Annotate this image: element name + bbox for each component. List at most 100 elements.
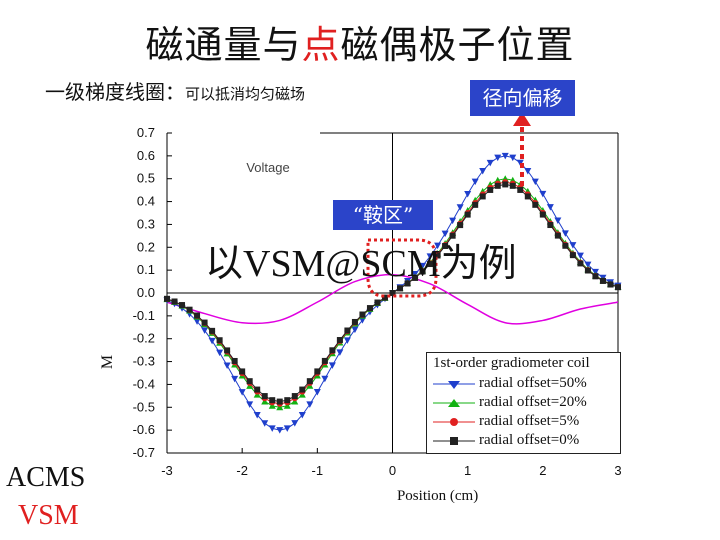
- series-point: [201, 327, 209, 334]
- series-point: [381, 294, 388, 301]
- reference-curve: [166, 273, 619, 325]
- series-point: [487, 186, 494, 193]
- series-point: [577, 260, 584, 267]
- series-point: [509, 154, 517, 162]
- series-point: [374, 299, 381, 306]
- series-point: [344, 327, 351, 334]
- series-point: [193, 318, 201, 325]
- series-point: [472, 201, 479, 208]
- series-point: [171, 298, 178, 305]
- series-point: [276, 398, 283, 405]
- series-point: [546, 204, 554, 211]
- series-point: [464, 211, 471, 218]
- background-voltage-text: Voltage: [246, 160, 289, 175]
- series-point: [276, 427, 284, 434]
- series-point: [201, 319, 208, 326]
- series-point: [336, 337, 343, 344]
- series-point: [449, 232, 456, 239]
- series-point: [554, 217, 562, 224]
- series-point: [283, 425, 291, 432]
- series-point: [246, 378, 253, 385]
- chart-legend: 1st-order gradiometer coil radial offset…: [426, 352, 621, 454]
- series-point: [547, 222, 554, 229]
- series-point: [253, 411, 261, 419]
- legend-label-offset-0: radial offset=0%: [479, 432, 580, 448]
- series-point: [419, 262, 427, 270]
- series-point: [329, 347, 336, 354]
- series-point: [599, 277, 606, 284]
- series-point: [576, 252, 584, 260]
- radial-offset-callout: 径向偏移: [470, 80, 575, 116]
- series-point: [584, 267, 591, 274]
- series-point: [291, 397, 299, 405]
- series-point: [246, 401, 254, 408]
- series-point: [336, 349, 344, 356]
- x-tick-label: 2: [539, 463, 546, 478]
- series-point: [186, 306, 193, 313]
- series-point: [231, 375, 239, 383]
- series-point: [291, 420, 299, 427]
- series-point: [223, 362, 231, 370]
- series-point: [314, 368, 321, 375]
- y-tick-label: 0.3: [137, 216, 155, 231]
- series-point: [268, 425, 276, 432]
- series-point: [321, 357, 328, 364]
- series-point: [351, 326, 359, 334]
- series-point: [494, 154, 502, 162]
- series-point: [306, 401, 314, 408]
- series-point: [224, 347, 231, 354]
- series-point: [517, 186, 524, 193]
- y-tick-label: -0.2: [133, 331, 155, 346]
- series-point: [404, 280, 411, 287]
- series-point: [501, 152, 509, 160]
- series-point: [276, 403, 284, 411]
- series-point: [457, 222, 464, 229]
- series-point: [164, 295, 170, 302]
- legend-swatch-offset-50: [433, 381, 475, 389]
- y-tick-label: 0.5: [137, 171, 155, 186]
- series-point: [299, 386, 306, 393]
- series-point: [426, 253, 434, 260]
- series-point: [194, 312, 201, 319]
- series-point: [328, 362, 336, 369]
- series-point: [261, 420, 269, 427]
- series-point: [254, 386, 261, 393]
- example-label: 以VSM@SCM为例: [205, 243, 517, 285]
- series-point: [434, 242, 442, 250]
- y-tick-label: -0.6: [133, 422, 155, 437]
- series-point: [269, 397, 276, 404]
- series-point: [456, 204, 464, 211]
- acms-label: ACMS: [6, 462, 86, 493]
- series-point: [434, 252, 441, 259]
- series-point: [216, 349, 224, 357]
- series-point: [562, 242, 569, 249]
- series-point: [554, 232, 561, 239]
- series-point: [313, 389, 321, 396]
- series-point: [479, 168, 487, 175]
- series-point: [524, 193, 531, 200]
- y-tick-label: 0.2: [137, 239, 155, 254]
- series-point: [449, 217, 457, 225]
- series-point: [532, 201, 539, 208]
- series-point: [366, 305, 373, 312]
- series-point: [397, 285, 404, 292]
- series-point: [509, 182, 516, 189]
- series-point: [539, 190, 547, 198]
- series-point: [351, 318, 358, 325]
- series-point: [239, 368, 246, 375]
- legend-swatch-offset-20: [433, 399, 475, 407]
- y-tick-label: -0.4: [133, 376, 155, 391]
- y-tick-label: 0.6: [137, 148, 155, 163]
- y-axis-title: M: [99, 355, 116, 369]
- x-tick-label: 3: [614, 463, 621, 478]
- x-tick-label: -1: [312, 463, 324, 478]
- series-point: [412, 274, 419, 281]
- y-tick-label: 0.7: [137, 125, 155, 140]
- series-point: [607, 281, 614, 288]
- x-tick-label: 0: [389, 463, 396, 478]
- series-point: [441, 230, 449, 238]
- series-point: [569, 242, 577, 249]
- series-point: [209, 327, 216, 334]
- series-point: [358, 317, 366, 324]
- legend-label-offset-50: radial offset=50%: [479, 375, 587, 391]
